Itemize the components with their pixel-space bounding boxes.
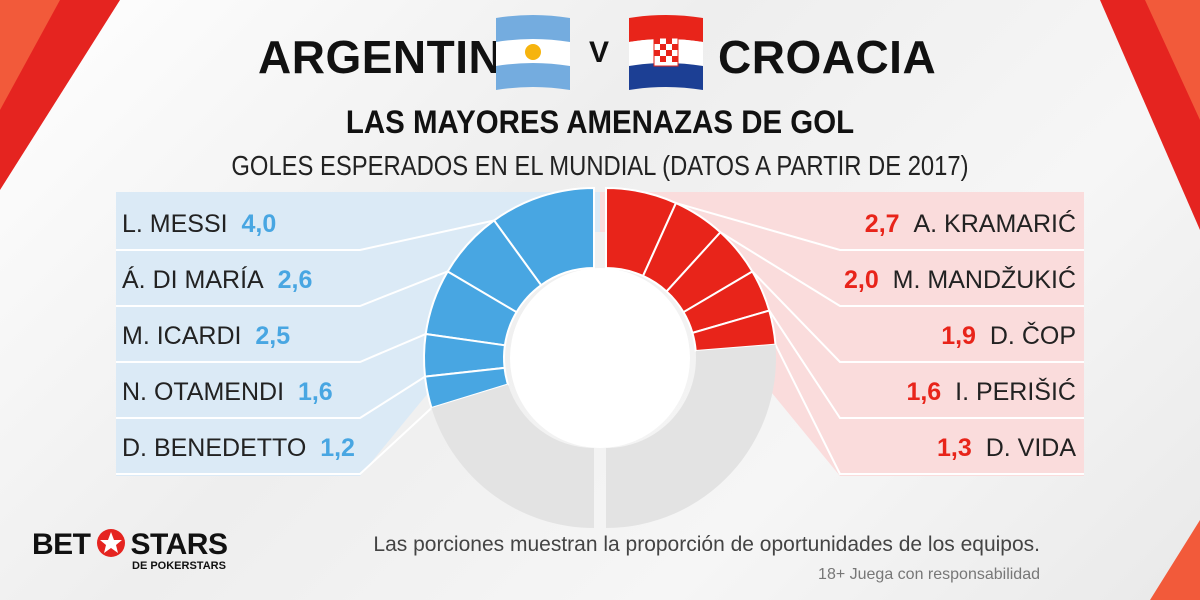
connector-lines (116, 202, 1084, 475)
croatia-donut (605, 186, 777, 528)
player-row: 1,3 D. VIDA (937, 428, 1076, 468)
left-connector-5 (116, 407, 433, 475)
versus-label: V (589, 36, 610, 69)
player-name: D. BENEDETTO (122, 434, 307, 462)
team-left-title: ARGENTINA (258, 31, 536, 83)
player-name: D. VIDA (985, 434, 1076, 462)
croatia-flag-icon (629, 15, 703, 90)
player-name: L. MESSI (122, 210, 228, 238)
expected-goals-value: 2,7 (864, 210, 900, 238)
croatia-remainder-slice (606, 344, 777, 528)
corner-red-bottom-right (1150, 520, 1200, 600)
expected-goals-value: 4,0 (241, 210, 277, 238)
expected-goals-value: 1,9 (941, 322, 976, 350)
team-right-title: CROACIA (718, 31, 937, 83)
corner-accent-top-left (0, 0, 60, 110)
expected-goals-value: 1,6 (906, 378, 942, 406)
player-row: 2,7 A. KRAMARIĆ (865, 204, 1076, 244)
disclaimer: 18+ Juega con responsabilidad (818, 566, 1040, 583)
player-row: 1,6 I. PERIŠIĆ (906, 372, 1076, 412)
argentina-donut (423, 186, 595, 528)
expected-goals-value: 1,6 (297, 378, 333, 406)
argentina-remainder-slice (431, 384, 594, 528)
right-connector-2 (719, 231, 1084, 307)
player-row: 1,9 D. ČOP (941, 316, 1076, 356)
star-logo-icon (96, 529, 125, 557)
player-name: N. OTAMENDI (122, 378, 285, 406)
left-connector-1 (116, 219, 495, 251)
player-row: M. ICARDI 2,5 (122, 316, 290, 356)
player-name: D. ČOP (989, 322, 1076, 350)
player-name: Á. DI MARÍA (122, 266, 264, 294)
player-row: N. OTAMENDI 1,6 (122, 372, 333, 412)
player-row: Á. DI MARÍA 2,6 (122, 260, 312, 300)
player-name: M. ICARDI (122, 322, 242, 350)
player-name: M. MANDŽUKIĆ (892, 266, 1076, 294)
corner-accent-top-right (1145, 0, 1200, 120)
argentina-slice-5 (423, 366, 510, 410)
logo-text-stars: STARS (130, 528, 228, 561)
player-row: D. BENEDETTO 1,2 (122, 428, 355, 468)
betstars-logo: BET STARS DE POKERSTARS (32, 528, 228, 572)
player-name: A. KRAMARIĆ (913, 210, 1076, 238)
expected-goals-value: 2,0 (844, 266, 879, 294)
expected-goals-value: 1,3 (937, 434, 972, 462)
left-connector-2 (116, 270, 449, 307)
left-connector-3 (116, 333, 427, 363)
right-connector-1 (675, 202, 1084, 251)
player-row: L. MESSI 4,0 (122, 204, 276, 244)
argentina-flag-icon (496, 15, 570, 90)
expected-goals-value: 2,6 (277, 266, 313, 294)
footnote: Las porciones muestran la proporción de … (373, 533, 1040, 556)
chart-heading: LAS MAYORES AMENAZAS DE GOL (345, 104, 855, 140)
right-connector-5 (774, 344, 1084, 475)
logo-subtitle: DE POKERSTARS (132, 560, 226, 572)
logo-text-bet: BET (32, 528, 91, 561)
player-row: 2,0 M. MANDŽUKIĆ (844, 260, 1076, 300)
expected-goals-value: 2,5 (255, 322, 291, 350)
right-connector-4 (768, 310, 1084, 419)
donut-center-hole (510, 268, 690, 448)
chart-subheading: GOLES ESPERADOS EN EL MUNDIAL (DATOS A P… (231, 150, 969, 181)
left-connector-4 (116, 375, 426, 419)
player-name: I. PERIŠIĆ (955, 378, 1076, 406)
right-connector-3 (751, 270, 1084, 363)
expected-goals-value: 1,2 (320, 434, 355, 462)
